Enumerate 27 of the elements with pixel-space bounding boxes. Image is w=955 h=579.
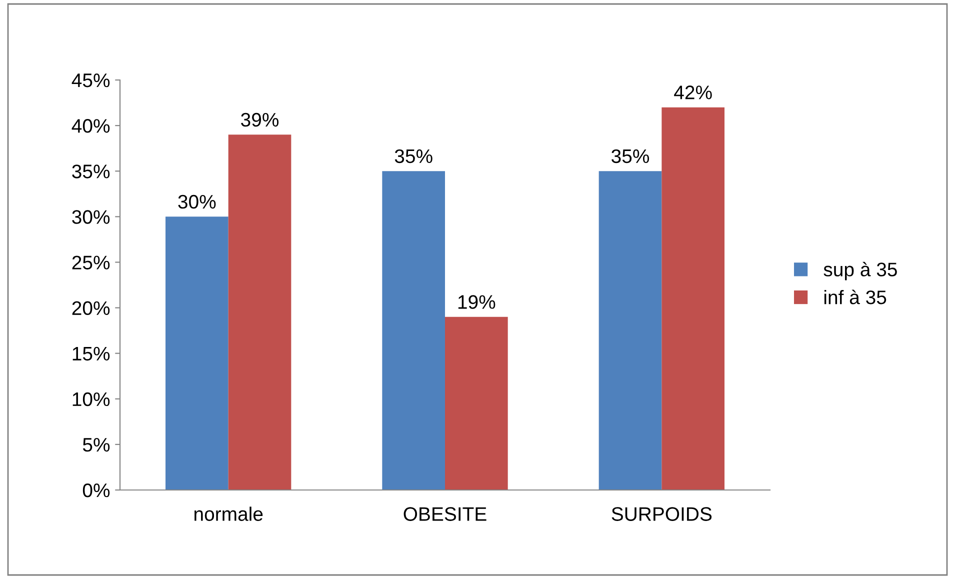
y-tick-label: 15% xyxy=(72,346,110,361)
data-label: 35% xyxy=(612,149,650,164)
legend-label: sup à 35 xyxy=(824,262,897,280)
data-label: 19% xyxy=(458,295,496,309)
y-tick-label: 25% xyxy=(72,256,110,270)
bar xyxy=(445,316,508,490)
bar xyxy=(598,171,662,490)
y-tick-label: 40% xyxy=(72,119,110,133)
data-label: 42% xyxy=(674,86,712,100)
bar xyxy=(662,107,724,490)
data-label: 35% xyxy=(394,149,432,164)
y-tick-label: 30% xyxy=(72,210,110,224)
data-label: 39% xyxy=(241,112,279,127)
y-tick-label: 45% xyxy=(72,74,110,88)
x-tick-label: SURPOIDS xyxy=(612,507,712,521)
y-tick-label: 20% xyxy=(72,301,110,316)
x-tick-label: OBESITE xyxy=(404,507,486,521)
y-tick-label: 0% xyxy=(82,483,110,498)
data-label: 30% xyxy=(178,194,216,209)
bar xyxy=(166,216,228,490)
y-tick-label: 10% xyxy=(72,392,110,406)
x-tick-label: normale xyxy=(194,506,263,521)
legend-label: inf à 35 xyxy=(824,290,886,304)
y-tick-label: 35% xyxy=(72,164,110,178)
y-tick-label: 5% xyxy=(82,438,110,452)
bar xyxy=(228,134,292,490)
bar xyxy=(382,171,445,490)
